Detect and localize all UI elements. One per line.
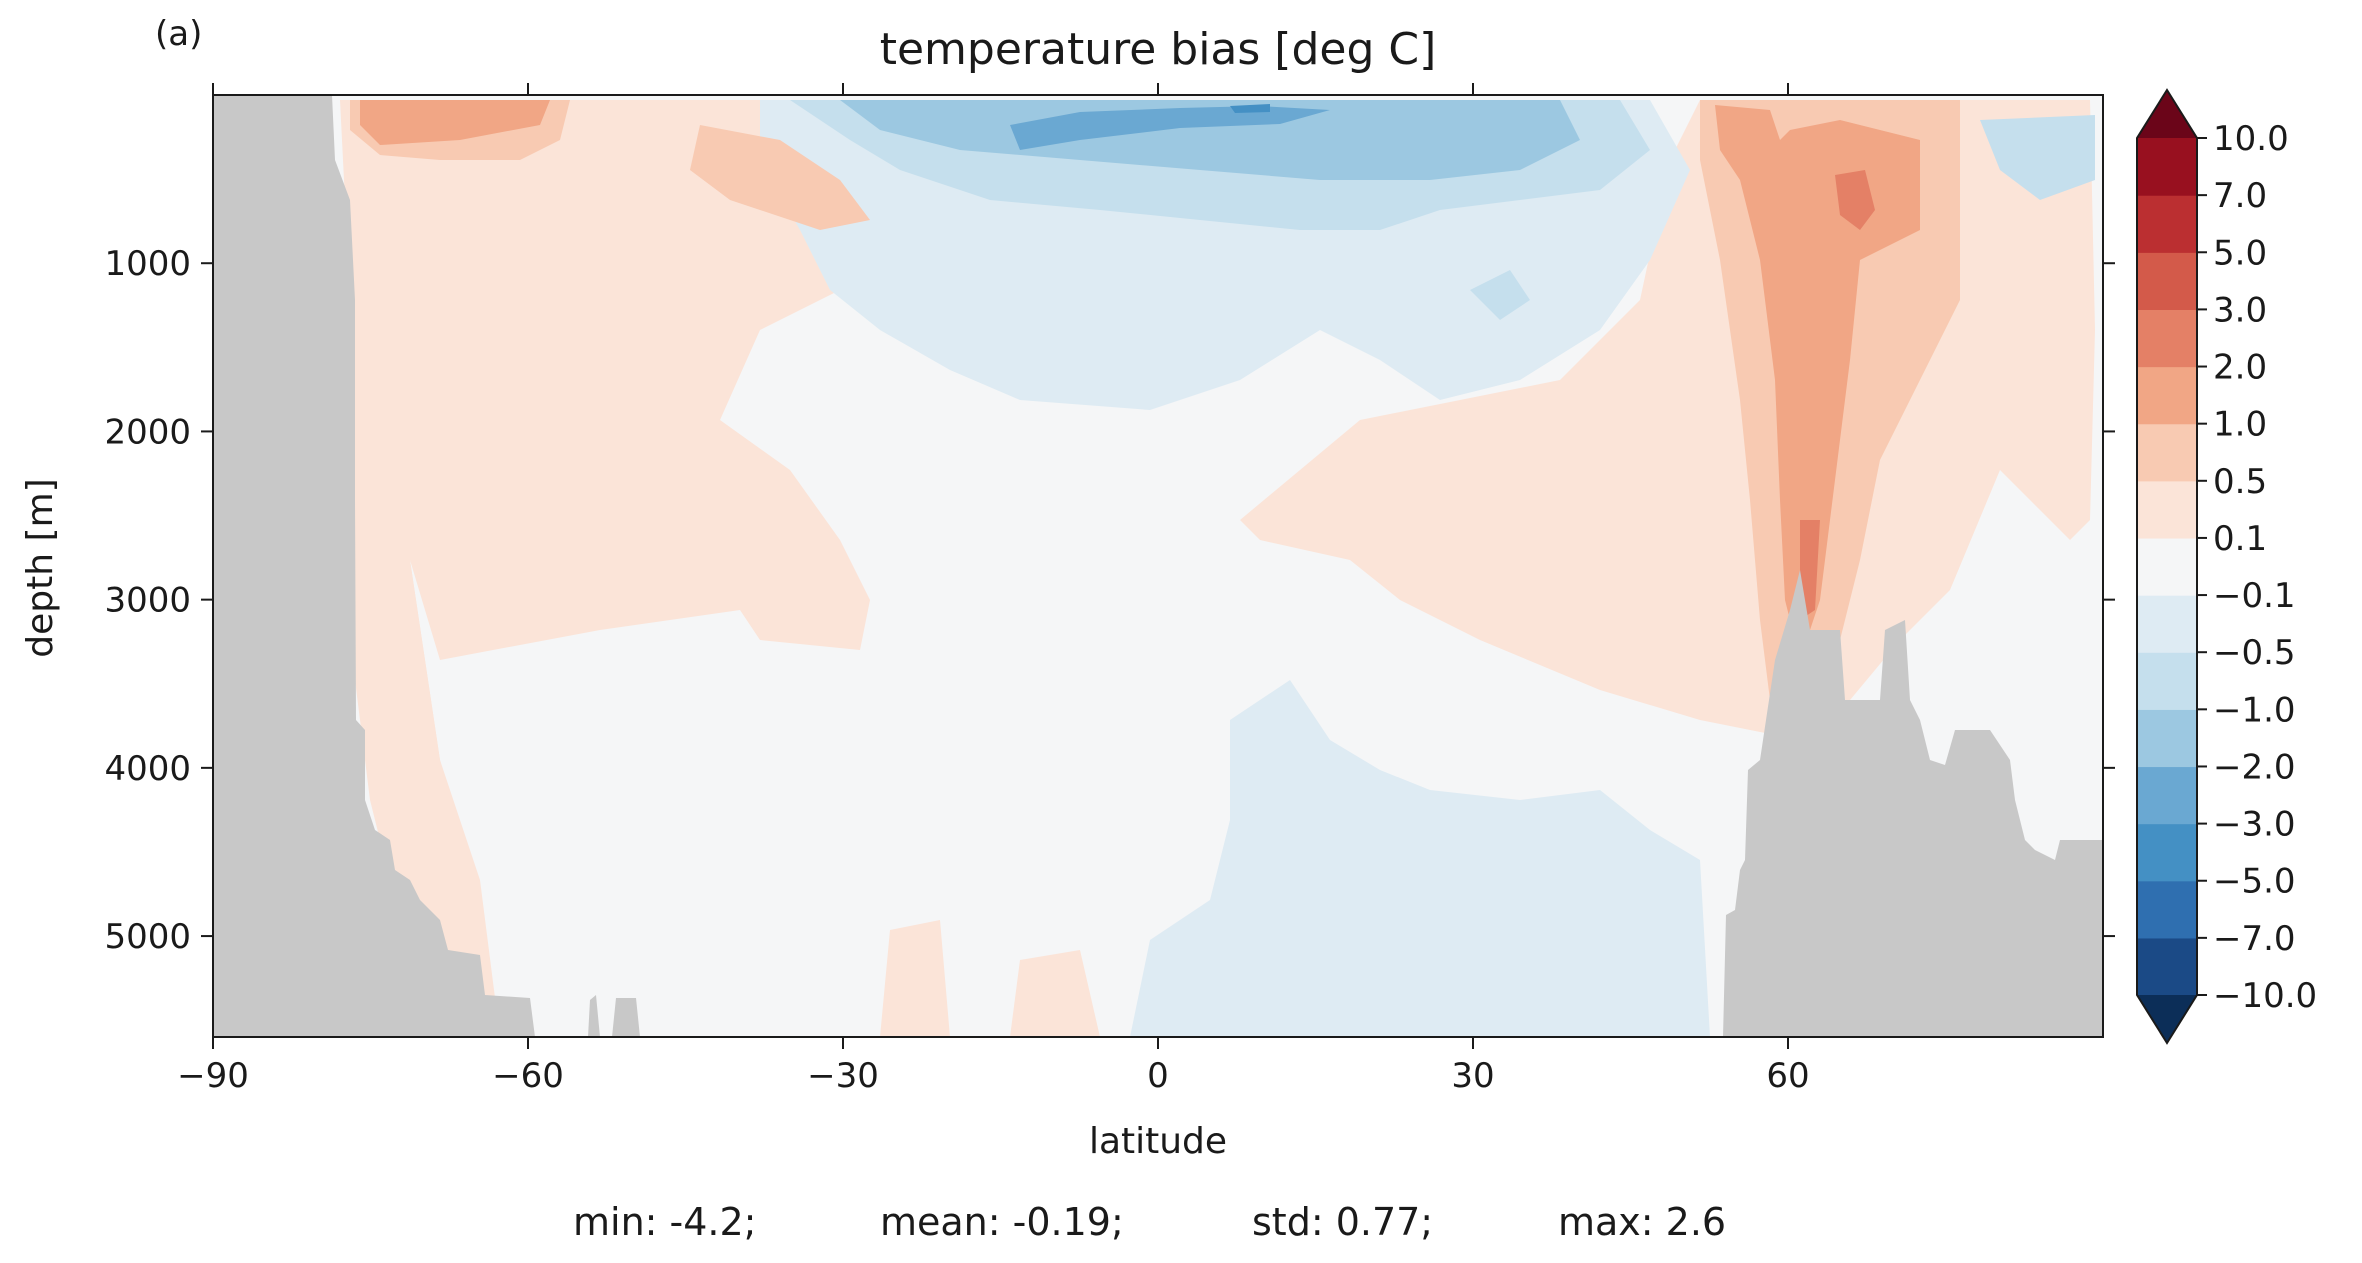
colorbar-under-extension xyxy=(2137,995,2197,1043)
y-tick-label: 4000 xyxy=(104,749,191,789)
stat-min: min: -4.2; xyxy=(573,1200,757,1244)
y-tick-label: 5000 xyxy=(104,917,191,957)
land-mask-south xyxy=(213,95,535,1037)
bias-region-deep-warm-patch-2 xyxy=(1010,950,1100,1037)
y-tick-label: 2000 xyxy=(104,412,191,452)
colorbar-swatch xyxy=(2137,480,2197,539)
bias-region-west-deep-warm xyxy=(355,540,500,1037)
colorbar-tick-label: −5.0 xyxy=(2213,862,2296,902)
x-axis-label: latitude xyxy=(1089,1121,1227,1162)
bias-region-upper-cool-2 xyxy=(840,100,1580,180)
colorbar-tick-label: 0.1 xyxy=(2213,519,2267,559)
colorbar-swatch xyxy=(2137,709,2197,768)
panel-label: (a) xyxy=(155,14,202,54)
colorbar-swatch xyxy=(2137,423,2197,482)
colorbar-tick-label: −0.1 xyxy=(2213,576,2296,616)
colorbar-tick-label: −7.0 xyxy=(2213,919,2296,959)
colorbar-swatch xyxy=(2137,880,2197,939)
colorbar-tick-label: −1.0 xyxy=(2213,690,2296,730)
stat-mean: mean: -0.19; xyxy=(880,1200,1124,1244)
x-axis: −90 −60 −30 0 30 60 xyxy=(177,83,1810,1096)
colorbar-tick-label: 0.5 xyxy=(2213,462,2267,502)
colorbar-swatch xyxy=(2137,309,2197,368)
colorbar-swatch xyxy=(2137,537,2197,596)
bias-region-south-surface-warm-2 xyxy=(360,100,550,145)
y-axis: 1000 2000 3000 4000 5000 xyxy=(104,244,2115,957)
bias-region-equatorial-core-max xyxy=(1230,104,1270,113)
bias-region-deep-warm-patch-1 xyxy=(880,920,950,1037)
colorbar-swatch xyxy=(2137,766,2197,825)
colorbar-swatch xyxy=(2137,823,2197,882)
colorbar-tick-label: −10.0 xyxy=(2213,976,2317,1016)
y-axis-label: depth [m] xyxy=(20,478,61,657)
bias-region-subsurface-cool xyxy=(1470,270,1530,320)
chart-title: temperature bias [deg C] xyxy=(880,24,1437,75)
colorbar-swatch xyxy=(2137,652,2197,710)
colorbar-swatch xyxy=(2137,937,2197,996)
colorbar-tick-label: 5.0 xyxy=(2213,233,2267,273)
bias-region-south-warm xyxy=(330,100,890,1037)
y-tick-label: 1000 xyxy=(104,244,191,284)
bias-region-subpolar-warm-2 xyxy=(1715,105,1920,660)
x-tick-label: −90 xyxy=(177,1056,249,1096)
y-tick-label: 3000 xyxy=(104,581,191,621)
colorbar-tick-label: −2.0 xyxy=(2213,747,2296,787)
x-tick-label: −60 xyxy=(492,1056,564,1096)
colorbar-swatch xyxy=(2137,195,2197,253)
bias-region-subpolar-warm-3 xyxy=(1800,170,1875,620)
bias-region-equatorial-core xyxy=(1010,106,1330,150)
x-tick-label: 0 xyxy=(1147,1056,1169,1096)
colorbar-swatch xyxy=(2137,138,2197,196)
colorbar-over-extension xyxy=(2137,90,2197,138)
bias-region-deep-cool xyxy=(1130,680,1710,1037)
stat-max: max: 2.6 xyxy=(1558,1200,1726,1244)
bias-region-south-mid-warm xyxy=(690,125,870,230)
stat-std: std: 0.77; xyxy=(1252,1200,1433,1244)
colorbar-tick-label: 10.0 xyxy=(2213,119,2289,159)
colorbar-tick-label: 1.0 xyxy=(2213,405,2267,445)
land-mask-seamount-2 xyxy=(612,998,640,1037)
land-mask-seamount-1 xyxy=(588,995,600,1037)
colorbar-tick-label: 7.0 xyxy=(2213,176,2267,216)
colorbar-tick-label: 3.0 xyxy=(2213,290,2267,330)
x-tick-label: 30 xyxy=(1451,1056,1494,1096)
colorbar-tick-label: −3.0 xyxy=(2213,805,2296,845)
colorbar-swatch xyxy=(2137,366,2197,425)
colorbar-swatch xyxy=(2137,252,2197,310)
colorbar-tick-label: −0.5 xyxy=(2213,633,2296,673)
bias-region-arctic-cool xyxy=(1980,115,2095,200)
x-tick-label: −30 xyxy=(807,1056,879,1096)
x-tick-label: 60 xyxy=(1766,1056,1809,1096)
colorbar-swatch xyxy=(2137,595,2197,653)
colorbar: −10.0 −7.0 −5.0 −3.0 −2.0 −1.0 −0.5 −0.1 0.1 0.5 1… xyxy=(2136,88,2317,1045)
plot-area xyxy=(213,95,2103,1037)
colorbar-tick-label: 2.0 xyxy=(2213,348,2267,388)
land-mask-north xyxy=(1723,570,2103,1037)
